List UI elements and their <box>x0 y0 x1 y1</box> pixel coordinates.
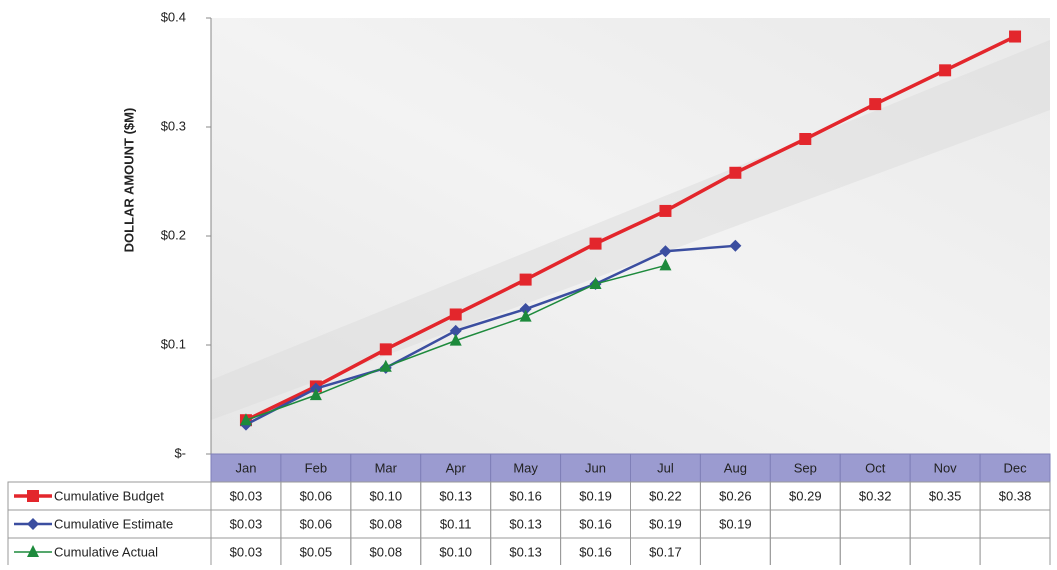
y-tick-label: $0.2 <box>161 227 186 242</box>
x-tick-label: Jun <box>585 460 606 475</box>
table-value: $0.16 <box>579 516 612 531</box>
x-tick-label: Aug <box>724 460 747 475</box>
table-cell <box>840 510 910 538</box>
table-value: $0.13 <box>509 516 542 531</box>
table-cell <box>980 510 1050 538</box>
table-value: $0.16 <box>509 488 542 503</box>
table-value: $0.03 <box>230 544 263 559</box>
x-tick-label: Apr <box>446 460 467 475</box>
y-tick-label: $0.3 <box>161 118 186 133</box>
x-tick-label: Dec <box>1003 460 1027 475</box>
x-tick-label: Oct <box>865 460 886 475</box>
table-value: $0.19 <box>579 488 612 503</box>
y-tick-label: $0.4 <box>161 9 186 24</box>
marker <box>799 133 811 145</box>
table-value: $0.10 <box>370 488 403 503</box>
marker <box>659 205 671 217</box>
table-cell <box>770 510 840 538</box>
table-value: $0.29 <box>789 488 822 503</box>
table-value: $0.32 <box>859 488 892 503</box>
table-cell <box>700 538 770 565</box>
legend-label: Cumulative Estimate <box>54 516 173 531</box>
table-value: $0.16 <box>579 544 612 559</box>
x-tick-label: Nov <box>934 460 958 475</box>
table-value: $0.08 <box>370 516 403 531</box>
table-value: $0.22 <box>649 488 682 503</box>
table-value: $0.10 <box>439 544 472 559</box>
table-value: $0.06 <box>300 488 333 503</box>
marker <box>590 238 602 250</box>
marker <box>939 64 951 76</box>
marker <box>27 518 39 530</box>
marker <box>450 308 462 320</box>
marker <box>869 98 881 110</box>
table-cell <box>910 510 980 538</box>
marker <box>520 274 532 286</box>
table-value: $0.11 <box>440 516 472 531</box>
table-value: $0.03 <box>230 488 263 503</box>
y-axis-label: DOLLAR AMOUNT ($M) <box>121 108 136 253</box>
table-value: $0.03 <box>230 516 263 531</box>
table-cell <box>770 538 840 565</box>
marker <box>27 490 39 502</box>
table-value: $0.13 <box>439 488 472 503</box>
table-value: $0.26 <box>719 488 752 503</box>
marker <box>1009 31 1021 43</box>
x-tick-label: Jan <box>235 460 256 475</box>
table-value: $0.06 <box>300 516 333 531</box>
page: {"chart_data": {"type": "line", "y_axis_… <box>0 0 1057 565</box>
table-value: $0.17 <box>649 544 682 559</box>
legend-label: Cumulative Actual <box>54 544 158 559</box>
table-value: $0.05 <box>300 544 333 559</box>
marker <box>729 167 741 179</box>
table-cell <box>910 538 980 565</box>
table-cell <box>980 538 1050 565</box>
table-value: $0.08 <box>370 544 403 559</box>
x-tick-label: Mar <box>375 460 398 475</box>
table-value: $0.35 <box>929 488 962 503</box>
y-tick-label: $- <box>174 445 186 460</box>
y-tick-label: $0.1 <box>161 336 186 351</box>
table-cell <box>840 538 910 565</box>
marker <box>27 545 39 557</box>
legend-label: Cumulative Budget <box>54 488 164 503</box>
table-value: $0.19 <box>649 516 682 531</box>
x-tick-label: May <box>513 460 538 475</box>
x-tick-label: Sep <box>794 460 817 475</box>
chart: DOLLAR AMOUNT ($M) $- $0.1 $0.2 $0.3 $0.4 Jan… <box>0 0 1057 565</box>
marker <box>380 343 392 355</box>
x-tick-label: Jul <box>657 460 674 475</box>
table-value: $0.13 <box>509 544 542 559</box>
table-value: $0.19 <box>719 516 752 531</box>
x-tick-label: Feb <box>305 460 327 475</box>
table-value: $0.38 <box>999 488 1032 503</box>
